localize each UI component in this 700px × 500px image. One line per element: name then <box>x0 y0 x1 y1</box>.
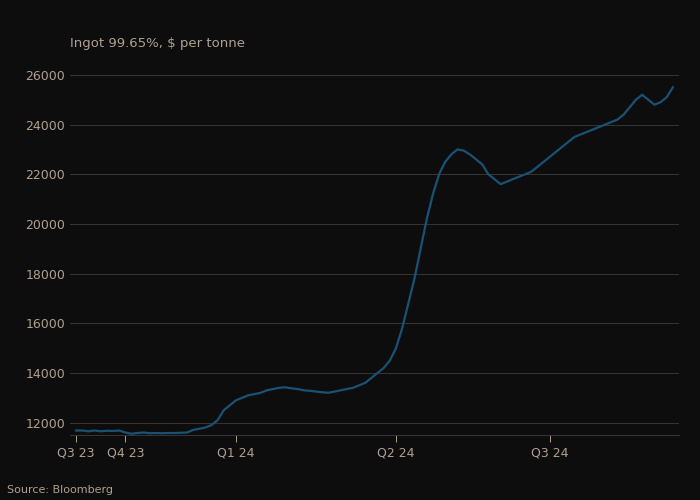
Text: Source: Bloomberg: Source: Bloomberg <box>7 485 113 495</box>
Text: Ingot 99.65%, $ per tonne: Ingot 99.65%, $ per tonne <box>70 36 245 50</box>
